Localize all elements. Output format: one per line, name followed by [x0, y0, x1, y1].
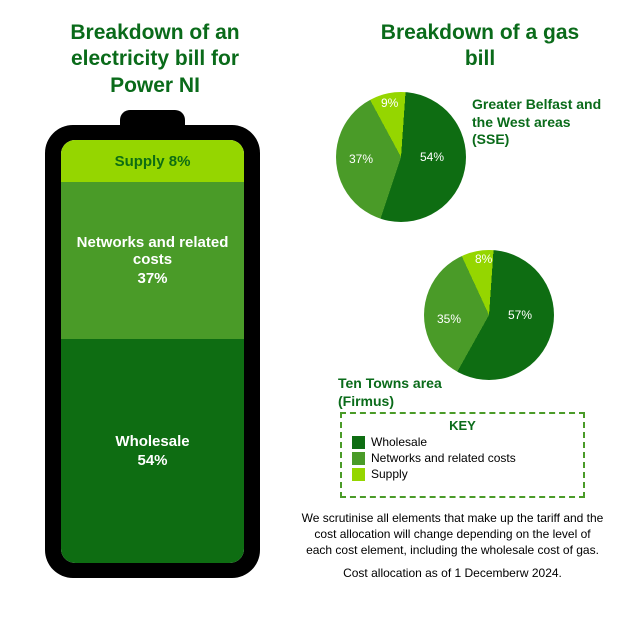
segment-pct: 37% — [137, 270, 167, 287]
pie-slice-label: 35% — [437, 312, 461, 326]
key-swatch — [352, 468, 365, 481]
segment-pct: 54% — [137, 452, 167, 469]
pie-slice-label: 57% — [508, 308, 532, 322]
key-box: KEY Wholesale Networks and related costs S… — [340, 412, 585, 498]
segment-label: Supply 8% — [115, 153, 191, 170]
battery-segment: Supply 8% — [61, 140, 244, 182]
battery-chart: Supply 8% Networks and related costs 37% Wh… — [45, 110, 260, 578]
pie-slice-label: 37% — [349, 152, 373, 166]
footer-text: We scrutinise all elements that make up … — [300, 510, 605, 581]
key-item: Networks and related costs — [352, 451, 573, 465]
pie-title: Greater Belfast and the West areas (SSE) — [472, 96, 602, 149]
key-swatch — [352, 436, 365, 449]
battery-body: Supply 8% Networks and related costs 37% Wh… — [45, 125, 260, 578]
key-label: Networks and related costs — [371, 451, 516, 465]
key-label: Wholesale — [371, 435, 427, 449]
pie-slice-label: 9% — [381, 96, 398, 110]
electricity-title: Breakdown of an electricity bill for Pow… — [40, 20, 270, 99]
pie-title: Ten Towns area (Firmus) — [338, 375, 468, 410]
segment-label: Wholesale — [115, 433, 189, 450]
pie-slice-label: 54% — [420, 150, 444, 164]
battery-segment: Networks and related costs 37% — [61, 182, 244, 339]
pie-slice-label: 8% — [475, 252, 492, 266]
key-item: Supply — [352, 467, 573, 481]
footer-line2: Cost allocation as of 1 Decemberw 2024. — [300, 565, 605, 581]
key-label: Supply — [371, 467, 408, 481]
battery-segment: Wholesale 54% — [61, 339, 244, 563]
key-swatch — [352, 452, 365, 465]
key-item: Wholesale — [352, 435, 573, 449]
segment-label: Networks and related costs — [65, 234, 240, 268]
key-title: KEY — [352, 418, 573, 433]
footer-line1: We scrutinise all elements that make up … — [300, 510, 605, 559]
gas-title: Breakdown of a gas bill — [380, 20, 580, 73]
battery-inner: Supply 8% Networks and related costs 37% Wh… — [61, 140, 244, 563]
